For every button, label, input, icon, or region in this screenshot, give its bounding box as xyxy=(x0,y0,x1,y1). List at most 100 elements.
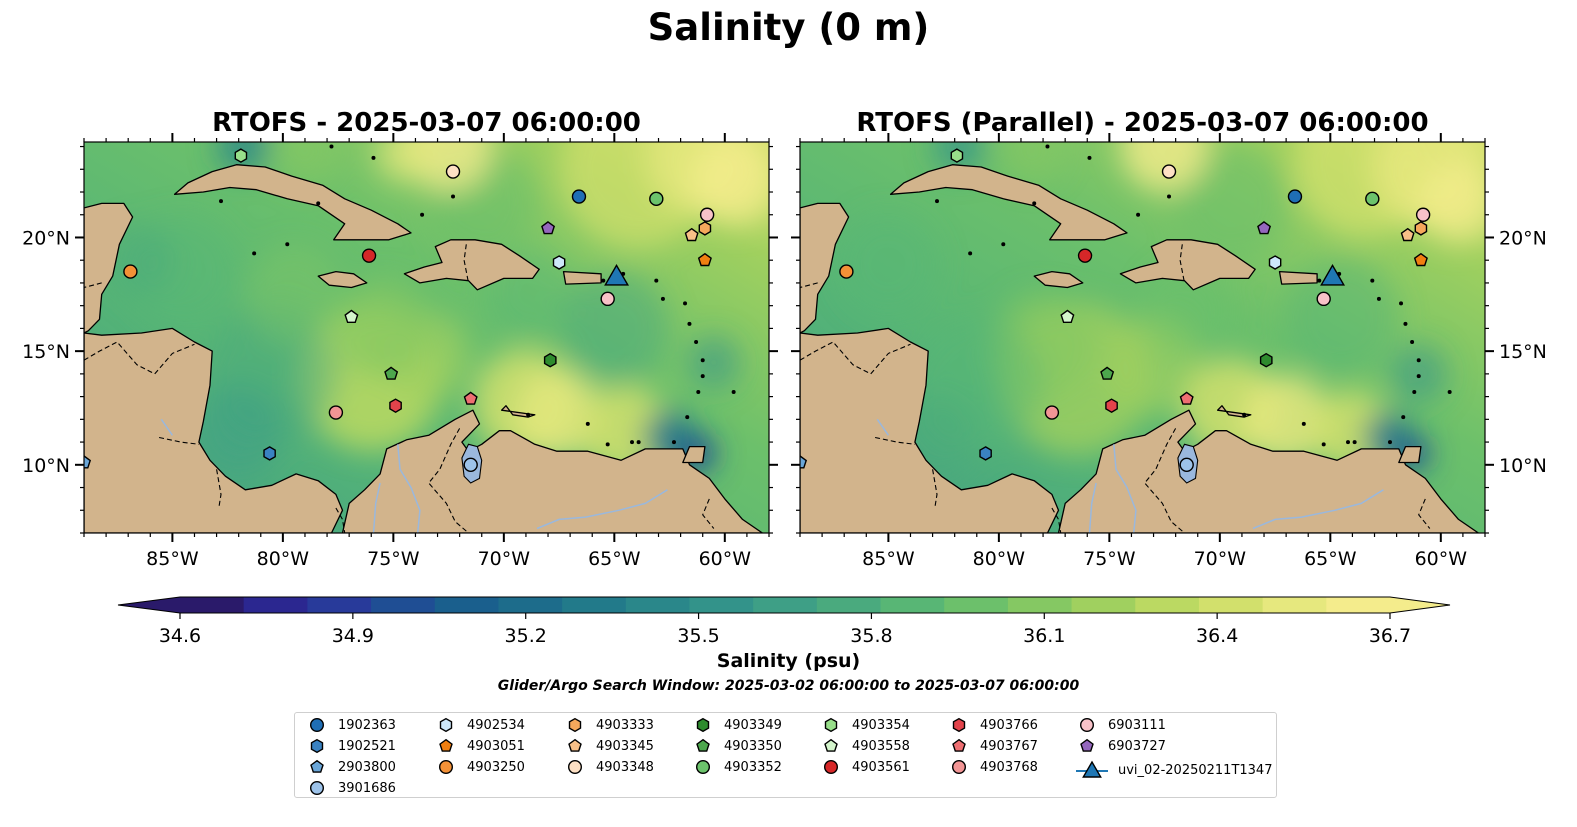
colorbar-swatch xyxy=(1071,597,1136,613)
colorbar-label: Salinity (psu) xyxy=(716,650,861,672)
river-line xyxy=(876,418,890,436)
river-line xyxy=(1088,482,1097,533)
border-line xyxy=(427,428,469,533)
island xyxy=(696,390,701,395)
float-marker-1902521 xyxy=(979,446,992,461)
lon-label: 65°W xyxy=(588,548,641,570)
legend-marker-4903558 xyxy=(824,738,838,752)
figure-title: Salinity (0 m) xyxy=(647,6,930,49)
float-marker-1902363 xyxy=(571,189,587,204)
island xyxy=(1376,296,1381,301)
land-jamaica xyxy=(317,270,368,289)
float-marker-4903352 xyxy=(1365,191,1380,207)
lat-label: 15°N xyxy=(22,341,70,363)
lon-label: 75°W xyxy=(1083,548,1136,570)
legend-marker-1902363 xyxy=(309,717,325,733)
island xyxy=(219,199,223,204)
land-southam xyxy=(1057,409,1480,533)
colorbar-tick-label: 34.6 xyxy=(159,625,201,647)
float-marker-4903558 xyxy=(344,309,359,323)
island xyxy=(1412,390,1417,395)
float-marker-4903767 xyxy=(463,391,478,405)
colorbar-swatch xyxy=(689,597,754,613)
legend-marker-4903348 xyxy=(567,759,583,775)
legend-marker-6903111 xyxy=(1079,717,1095,733)
legend-label: 1902521 xyxy=(338,738,396,754)
map-frame xyxy=(799,141,1486,534)
float-marker-4903561 xyxy=(1077,248,1093,263)
legend-label: 4903333 xyxy=(596,717,654,733)
island xyxy=(1167,194,1172,199)
border-line xyxy=(800,341,911,375)
float-marker-3901686 xyxy=(463,457,478,473)
island xyxy=(1352,440,1357,445)
colorbar-swatch xyxy=(243,597,308,613)
river-line xyxy=(160,418,174,436)
colorbar-swatch xyxy=(371,597,436,613)
colorbar-swatch xyxy=(753,597,818,613)
river-line xyxy=(397,444,421,533)
legend-marker-4902534 xyxy=(439,717,453,733)
lat-label: 10°N xyxy=(22,455,70,477)
legend-label: 4903345 xyxy=(596,738,654,754)
float-marker-6903111b xyxy=(1316,291,1331,307)
island xyxy=(1321,442,1326,447)
border-line xyxy=(84,282,102,289)
border-line xyxy=(1179,244,1186,284)
legend-item: 4903333 xyxy=(563,717,654,733)
float-marker-4903250 xyxy=(839,264,854,279)
legend-item: 4902534 xyxy=(434,717,525,733)
float-marker-4902534 xyxy=(552,255,566,270)
legend-item: 4903345 xyxy=(563,738,654,754)
lat-label: 15°N xyxy=(1499,341,1547,363)
island xyxy=(1032,201,1037,206)
island xyxy=(1447,390,1452,395)
float-marker-4902534 xyxy=(1268,255,1282,270)
legend-marker-4903561 xyxy=(823,759,839,775)
float-marker-4903333 xyxy=(698,221,712,236)
legend-label: 4903768 xyxy=(980,759,1038,775)
island xyxy=(694,340,699,345)
legend-item: 4903558 xyxy=(819,738,910,754)
float-marker-4903561 xyxy=(361,248,377,263)
border-line xyxy=(874,436,915,445)
legend-item: 4903766 xyxy=(947,717,1038,733)
land-trinidad xyxy=(682,445,706,464)
legend-label: 4903350 xyxy=(724,738,782,754)
legend-item: 1902521 xyxy=(305,738,396,754)
island xyxy=(1301,421,1306,426)
float-marker-1902521 xyxy=(263,446,276,461)
map-frame xyxy=(83,141,770,534)
border-line xyxy=(1143,428,1185,533)
float-marker-4903354 xyxy=(950,148,964,163)
lat-label: 20°N xyxy=(1499,227,1547,249)
island xyxy=(731,390,736,395)
map-ticks xyxy=(791,133,1494,542)
legend-marker-4903349 xyxy=(696,717,710,733)
legend-marker-4903352 xyxy=(695,759,711,775)
float-marker-4903349 xyxy=(543,352,557,368)
legend-item: 4903250 xyxy=(434,759,525,775)
lon-label: 75°W xyxy=(367,548,420,570)
colorbar-extend-min xyxy=(118,597,180,613)
island xyxy=(685,415,690,420)
island xyxy=(683,301,688,306)
colorbar-tick-label: 36.7 xyxy=(1369,625,1411,647)
colorbar: 34.6 34.9 35.2 35.5 35.8 36.1 36.4 36.7 xyxy=(117,596,1451,647)
island xyxy=(285,242,290,247)
island xyxy=(329,144,334,149)
float-marker-4903766 xyxy=(1105,398,1118,414)
island xyxy=(700,358,705,363)
colorbar-swatch xyxy=(434,597,500,613)
float-marker-4903345 xyxy=(684,227,699,242)
legend-label: 4903051 xyxy=(467,738,525,754)
legend-marker-uvi_02-20250211T1347 xyxy=(1082,760,1102,778)
land-cuba xyxy=(173,164,412,241)
colorbar-swatch xyxy=(1198,597,1264,613)
legend-item: 4903354 xyxy=(819,717,910,733)
colorbar-tick-label: 34.9 xyxy=(332,625,374,647)
island xyxy=(601,278,606,283)
river-line xyxy=(536,489,668,530)
legend-label: 4903561 xyxy=(852,759,910,775)
legend-marker-4903250 xyxy=(438,759,454,775)
